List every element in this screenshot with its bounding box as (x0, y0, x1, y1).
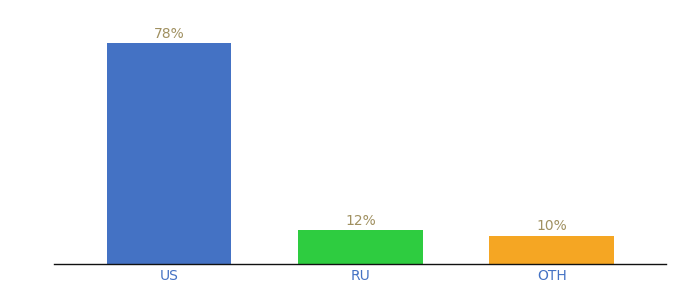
Text: 12%: 12% (345, 214, 376, 228)
Bar (107, 43, 231, 264)
Bar (299, 230, 422, 264)
Bar (490, 236, 614, 264)
Text: 10%: 10% (537, 219, 567, 233)
Text: 78%: 78% (154, 27, 184, 41)
